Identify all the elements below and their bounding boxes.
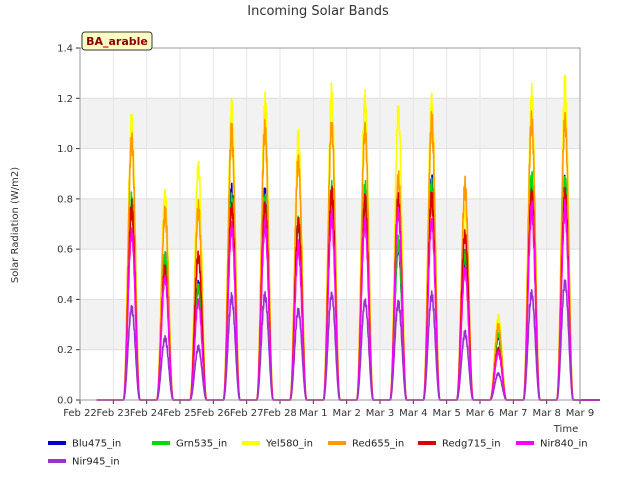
y-tick-label: 0.4 xyxy=(57,295,73,306)
y-tick-label: 0.8 xyxy=(57,194,73,205)
legend: Blu475_in Grn535_in Yel580_in Red655_in Redg… xyxy=(48,439,588,468)
legend-item-redg715-in: Redg715_in xyxy=(418,439,501,450)
legend-label: Blu475_in xyxy=(72,439,121,450)
x-tick-label: Mar 7 xyxy=(499,408,527,419)
legend-item-nir840-in: Nir840_in xyxy=(516,439,588,450)
x-tick-label: Mar 5 xyxy=(432,408,460,419)
x-tick-label: Feb 27 xyxy=(230,408,264,419)
legend-item-blu475-in: Blu475_in xyxy=(48,439,121,450)
plot-frame xyxy=(79,47,581,401)
legend-label: Nir840_in xyxy=(540,439,588,450)
y-tick-label: 0.6 xyxy=(57,245,73,256)
legend-item-nir945-in: Nir945_in xyxy=(48,457,120,468)
x-tick-label: Feb 25 xyxy=(163,408,197,419)
legend-label: Red655_in xyxy=(352,439,404,450)
y-tick-label: 0.0 xyxy=(57,396,73,407)
legend-item-red655-in: Red655_in xyxy=(328,439,404,450)
legend-item-yel580-in: Yel580_in xyxy=(242,439,313,450)
x-tick-label: Feb 23 xyxy=(97,408,131,419)
x-tick-label: Feb 28 xyxy=(263,408,297,419)
x-tick-label: Mar 4 xyxy=(399,408,427,419)
x-tick-label: Mar 1 xyxy=(299,408,327,419)
legend-label: Nir945_in xyxy=(72,457,120,468)
y-tick-label: 1.4 xyxy=(57,44,73,55)
x-tick-label: Mar 3 xyxy=(366,408,394,419)
y-tick-label: 0.2 xyxy=(57,345,73,356)
legend-label: Grn535_in xyxy=(176,439,227,450)
legend-label: Redg715_in xyxy=(442,439,501,450)
x-axis-title: Time xyxy=(553,424,578,435)
legend-item-grn535-in: Grn535_in xyxy=(152,439,227,450)
x-tick-label: Mar 6 xyxy=(466,408,494,419)
y-tick-label: 1.2 xyxy=(57,94,73,105)
site-label-box: BA_arable xyxy=(81,31,153,51)
x-tick-label: Mar 2 xyxy=(332,408,360,419)
chart-title: Incoming Solar Bands xyxy=(247,4,389,19)
site-label: BA_arable xyxy=(86,35,148,48)
x-tick-label: Mar 9 xyxy=(566,408,594,419)
x-tick-label: Feb 26 xyxy=(197,408,231,419)
x-tick-label: Feb 22 xyxy=(63,408,97,419)
legend-label: Yel580_in xyxy=(265,439,313,450)
x-tick-label: Mar 8 xyxy=(532,408,560,419)
y-tick-label: 1.0 xyxy=(57,144,73,155)
x-tick-label: Feb 24 xyxy=(130,408,164,419)
y-axis-title: Solar Radiation (W/m2) xyxy=(10,167,21,283)
